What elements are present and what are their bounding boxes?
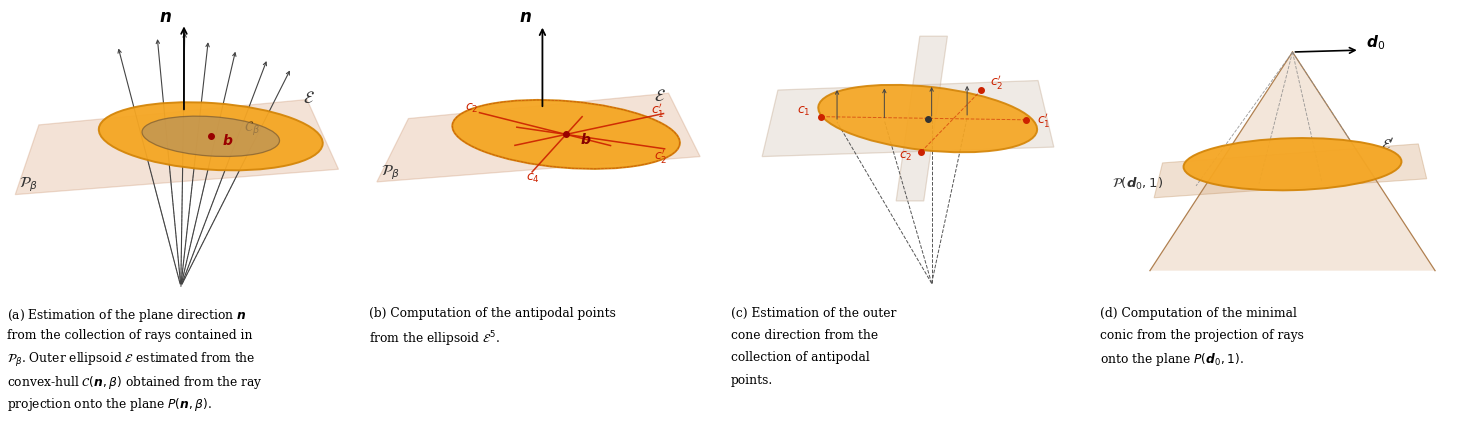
Text: $c_2'$: $c_2'$ [654,148,667,166]
Text: (d) Computation of the minimal: (d) Computation of the minimal [1100,307,1296,320]
Text: $c_4$: $c_4$ [525,172,540,184]
Text: $\mathcal{P}(\boldsymbol{d}_0, 1)$: $\mathcal{P}(\boldsymbol{d}_0, 1)$ [1113,176,1163,192]
Text: $c_1$: $c_1$ [797,105,810,118]
Text: from the collection of rays contained in: from the collection of rays contained in [7,329,252,342]
Polygon shape [762,81,1054,157]
Text: conic from the projection of rays: conic from the projection of rays [1100,329,1303,342]
Polygon shape [1154,144,1427,198]
Text: $\mathcal{C}_\beta$: $\mathcal{C}_\beta$ [244,119,260,138]
Ellipse shape [99,102,323,170]
Polygon shape [15,100,338,195]
Text: $c_2'$: $c_2'$ [990,73,1004,91]
Ellipse shape [818,85,1038,152]
Text: from the ellipsoid $\mathcal{E}^5$.: from the ellipsoid $\mathcal{E}^5$. [369,329,500,349]
Text: $\mathcal{P}_\beta$: $\mathcal{P}_\beta$ [19,175,38,194]
Text: $\mathcal{P}_\beta$: $\mathcal{P}_\beta$ [381,164,400,182]
Ellipse shape [142,116,279,157]
Text: $c_1'$: $c_1'$ [1036,111,1051,129]
Text: (a) Estimation of the plane direction $\boldsymbol{n}$: (a) Estimation of the plane direction $\… [7,307,246,324]
Text: onto the plane $P(\boldsymbol{d}_0, 1)$.: onto the plane $P(\boldsymbol{d}_0, 1)$. [1100,351,1244,369]
Text: $c_1'$: $c_1'$ [651,101,664,119]
Text: convex-hull $\mathcal{C}(\boldsymbol{n}, \beta)$ obtained from the ray: convex-hull $\mathcal{C}(\boldsymbol{n},… [7,374,263,391]
Text: $c_2$: $c_2$ [465,101,478,115]
Polygon shape [1150,52,1435,271]
Text: projection onto the plane $P(\boldsymbol{n}, \beta)$.: projection onto the plane $P(\boldsymbol… [7,396,213,413]
Text: collection of antipodal: collection of antipodal [731,351,869,364]
Ellipse shape [1184,138,1402,190]
Text: $\mathcal{E}$: $\mathcal{E}$ [654,87,666,105]
Ellipse shape [452,100,680,169]
Text: $\boldsymbol{d}_0$: $\boldsymbol{d}_0$ [1367,33,1386,52]
Text: $\boldsymbol{n}$: $\boldsymbol{n}$ [158,8,171,26]
Text: $c_2$: $c_2$ [899,150,912,163]
Polygon shape [376,93,700,182]
Text: $\boldsymbol{n}$: $\boldsymbol{n}$ [518,8,531,26]
Text: $\mathcal{E}$: $\mathcal{E}$ [303,89,314,107]
Polygon shape [896,36,948,201]
Text: points.: points. [731,374,773,387]
Text: $\mathcal{P}_\beta$. Outer ellipsoid $\mathcal{E}$ estimated from the: $\mathcal{P}_\beta$. Outer ellipsoid $\m… [7,351,255,369]
Text: $\boldsymbol{b}$: $\boldsymbol{b}$ [221,133,233,148]
Text: (b) Computation of the antipodal points: (b) Computation of the antipodal points [369,307,615,320]
Text: cone direction from the: cone direction from the [731,329,878,342]
Text: $\mathcal{E}'$: $\mathcal{E}'$ [1380,137,1393,153]
Text: $\boldsymbol{b}$: $\boldsymbol{b}$ [580,132,592,147]
Text: (c) Estimation of the outer: (c) Estimation of the outer [731,307,896,320]
